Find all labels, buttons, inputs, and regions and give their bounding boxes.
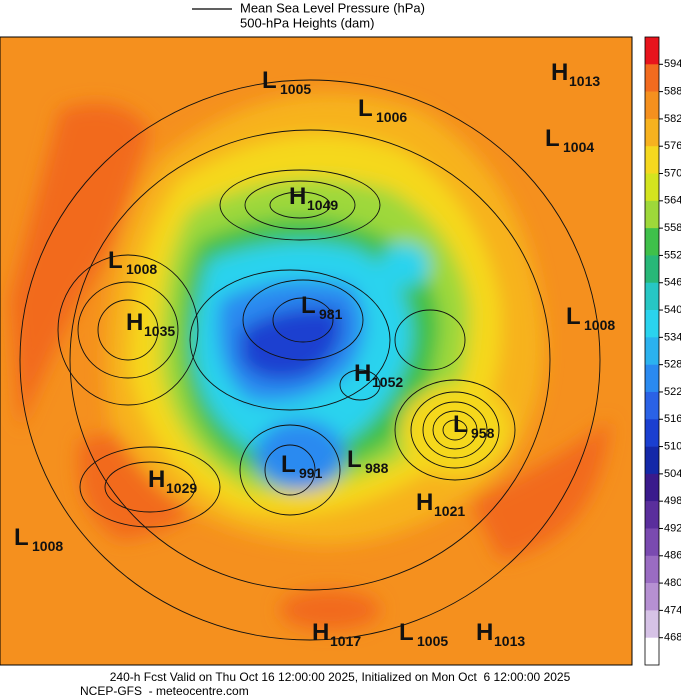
colorbar-label: 510 bbox=[664, 440, 681, 452]
system-value: 1052 bbox=[372, 374, 403, 390]
system-letter: L bbox=[453, 411, 468, 438]
system-value: 988 bbox=[365, 460, 389, 476]
colorbar-label: 480 bbox=[664, 577, 681, 589]
system-value: 958 bbox=[471, 425, 495, 441]
colorbar-label: 528 bbox=[664, 359, 681, 371]
system-value: 1008 bbox=[584, 317, 615, 333]
system-letter: L bbox=[358, 95, 373, 122]
system-value: 1006 bbox=[376, 109, 407, 125]
colorbar-band bbox=[645, 364, 659, 393]
colorbar-label: 492 bbox=[664, 522, 681, 534]
colorbar-label: 534 bbox=[664, 331, 681, 343]
system-letter: L bbox=[347, 446, 362, 473]
system-letter: L bbox=[399, 619, 414, 646]
legend-line-label: Mean Sea Level Pressure (hPa) bbox=[240, 0, 425, 15]
colorbar-band bbox=[645, 610, 659, 638]
colorbar-label: 582 bbox=[664, 113, 681, 125]
colorbar-label: 588 bbox=[664, 86, 681, 98]
colorbar-band bbox=[645, 391, 659, 420]
colorbar-band bbox=[645, 637, 659, 666]
system-value: 1029 bbox=[166, 480, 197, 496]
footer-line-1: 240-h Fcst Valid on Thu Oct 16 12:00:00 … bbox=[110, 670, 571, 684]
colorbar-band bbox=[645, 583, 659, 611]
system-letter: H bbox=[416, 489, 433, 516]
system-value: 1013 bbox=[569, 73, 600, 89]
system-value: 1004 bbox=[563, 139, 594, 155]
colorbar-label: 576 bbox=[664, 140, 681, 152]
system-letter: L bbox=[108, 247, 123, 274]
system-letter: L bbox=[545, 125, 560, 152]
colorbar-label: 486 bbox=[664, 550, 681, 562]
system-letter: L bbox=[281, 451, 296, 478]
isobars bbox=[19, 79, 601, 641]
system-letter: H bbox=[354, 360, 371, 387]
colorbar-band bbox=[645, 255, 659, 284]
system-letter: H bbox=[126, 309, 143, 336]
system-value: 1005 bbox=[417, 633, 448, 649]
colorbar-label: 558 bbox=[664, 222, 681, 234]
colorbar-band bbox=[645, 91, 659, 120]
system-value: 1017 bbox=[330, 633, 361, 649]
map-frame bbox=[0, 36, 633, 666]
system-value: 1021 bbox=[434, 503, 465, 519]
colorbar-band bbox=[645, 173, 659, 202]
colorbar-band bbox=[645, 528, 659, 557]
colorbar-label: 498 bbox=[664, 495, 681, 507]
system-value: 1049 bbox=[307, 197, 338, 213]
colorbar-band bbox=[645, 228, 659, 256]
colorbar-band bbox=[645, 337, 659, 365]
colorbar-label: 540 bbox=[664, 304, 681, 316]
system-value: 1008 bbox=[126, 261, 157, 277]
colorbar-band bbox=[645, 446, 659, 475]
system-value: 1013 bbox=[494, 633, 525, 649]
system-value: 1035 bbox=[144, 323, 175, 339]
colorbar-band bbox=[645, 64, 659, 92]
colorbar-label: 570 bbox=[664, 167, 681, 179]
colorbar-band bbox=[645, 501, 659, 529]
system-letter: H bbox=[289, 183, 306, 210]
colorbar-band bbox=[645, 200, 659, 229]
system-letter: H bbox=[148, 466, 165, 493]
colorbar-band bbox=[645, 419, 659, 447]
colorbar-band bbox=[645, 146, 659, 174]
legend-fill-label: 500-hPa Heights (dam) bbox=[240, 15, 374, 30]
system-letter: L bbox=[566, 303, 581, 330]
colorbar-band bbox=[645, 473, 659, 502]
colorbar-label: 474 bbox=[664, 604, 681, 616]
colorbar-label: 546 bbox=[664, 277, 681, 289]
map bbox=[0, 37, 632, 665]
system-letter: H bbox=[312, 619, 329, 646]
system-letter: H bbox=[476, 619, 493, 646]
colorbar: 594 588 582 576 570 564 558 552 546 540 534 528 522 5… bbox=[644, 36, 681, 666]
system-value: 981 bbox=[319, 306, 343, 322]
system-value: 1005 bbox=[280, 81, 311, 97]
colorbar-band bbox=[645, 310, 659, 338]
footer-line-2: NCEP-GFS - meteocentre.com bbox=[80, 684, 249, 698]
system-letter: H bbox=[551, 59, 568, 86]
colorbar-band bbox=[645, 555, 659, 584]
colorbar-label: 552 bbox=[664, 249, 681, 261]
colorbar-label: 468 bbox=[664, 632, 681, 644]
system-letter: L bbox=[262, 67, 277, 94]
colorbar-label: 504 bbox=[664, 468, 681, 480]
colorbar-band bbox=[645, 118, 659, 147]
colorbar-label: 516 bbox=[664, 413, 681, 425]
colorbar-label: 522 bbox=[664, 386, 681, 398]
colorbar-band bbox=[645, 37, 659, 65]
system-value: 991 bbox=[299, 465, 323, 481]
colorbar-frame bbox=[644, 36, 660, 666]
system-letter: L bbox=[14, 524, 29, 551]
colorbar-label: 594 bbox=[664, 58, 681, 70]
colorbar-label: 564 bbox=[664, 195, 681, 207]
colorbar-band bbox=[645, 282, 659, 311]
system-letter: L bbox=[301, 292, 316, 319]
system-value: 1008 bbox=[32, 538, 63, 554]
